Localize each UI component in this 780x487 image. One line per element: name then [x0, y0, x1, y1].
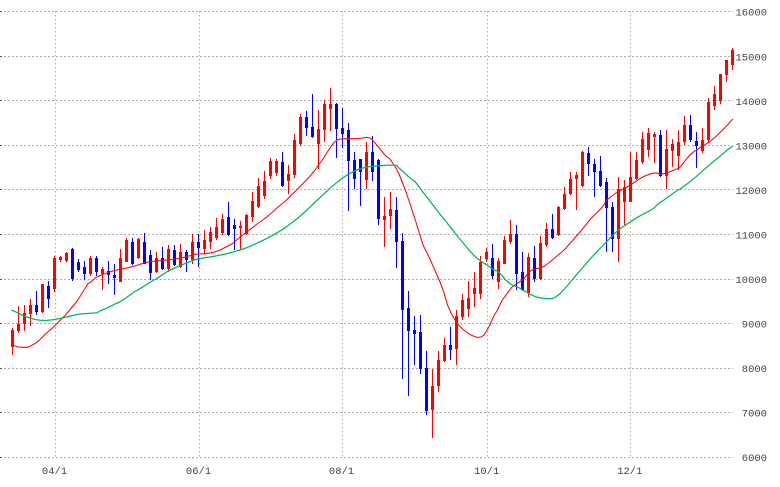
svg-text:9000: 9000	[742, 320, 767, 332]
svg-text:8000: 8000	[742, 364, 767, 376]
svg-text:12/1: 12/1	[617, 466, 642, 478]
svg-text:04/1: 04/1	[42, 466, 67, 478]
svg-text:14000: 14000	[735, 97, 767, 109]
svg-text:6000: 6000	[742, 453, 767, 465]
svg-text:12000: 12000	[735, 186, 767, 198]
svg-text:16000: 16000	[735, 8, 767, 20]
svg-text:08/1: 08/1	[329, 466, 354, 478]
svg-text:10/1: 10/1	[474, 466, 499, 478]
svg-text:06/1: 06/1	[186, 466, 211, 478]
svg-text:15000: 15000	[735, 52, 767, 64]
svg-text:13000: 13000	[735, 141, 767, 153]
svg-text:11000: 11000	[735, 230, 767, 242]
svg-text:10000: 10000	[735, 275, 767, 287]
svg-text:7000: 7000	[742, 409, 767, 421]
